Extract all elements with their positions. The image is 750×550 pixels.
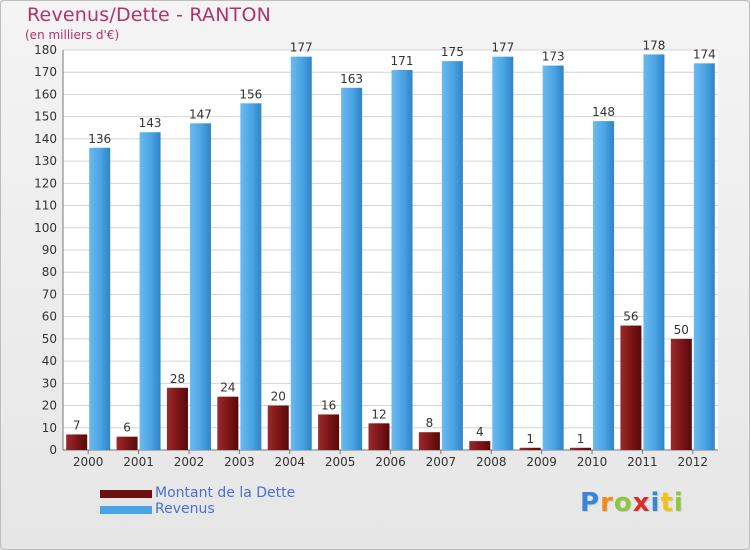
- legend-swatch-revenue: [100, 506, 152, 514]
- debt-bar: [318, 414, 340, 450]
- revenue-bar: [441, 61, 463, 450]
- revenue-value-label: 177: [290, 41, 313, 55]
- logo-letter: i: [650, 488, 661, 518]
- debt-bar: [267, 405, 289, 450]
- x-tick-label: 2008: [476, 455, 507, 469]
- logo-letter: r: [600, 488, 614, 518]
- revenue-bar: [341, 87, 363, 451]
- debt-value-label: 1: [526, 432, 534, 446]
- legend-label-debt: Montant de la Dette: [155, 485, 296, 501]
- debt-bar: [519, 447, 541, 450]
- x-tick-label: 2003: [224, 455, 255, 469]
- x-tick-label: 2005: [325, 455, 356, 469]
- debt-value-label: 16: [321, 398, 336, 412]
- revenue-value-label: 171: [391, 54, 414, 68]
- logo-letter: t: [660, 488, 674, 518]
- debt-value-label: 6: [123, 421, 131, 435]
- debt-value-label: 56: [623, 310, 638, 324]
- debt-bar: [418, 432, 440, 450]
- y-tick-label: 100: [34, 221, 57, 235]
- revenue-bar: [240, 103, 262, 450]
- revenue-value-label: 148: [592, 105, 615, 119]
- x-tick-label: 2007: [426, 455, 457, 469]
- debt-bar: [570, 447, 592, 450]
- revenue-bar: [542, 65, 564, 451]
- x-tick-label: 2012: [678, 455, 709, 469]
- chart-title: Revenus/Dette - RANTON: [27, 4, 272, 26]
- y-tick-label: 0: [49, 443, 57, 457]
- x-tick-label: 2006: [375, 455, 406, 469]
- revenue-bar: [89, 147, 111, 450]
- x-tick-label: 2011: [627, 455, 658, 469]
- debt-bar: [166, 387, 188, 450]
- y-tick-label: 140: [34, 132, 57, 146]
- debt-bar: [620, 325, 642, 450]
- legend-label-revenue: Revenus: [155, 501, 215, 517]
- revenue-bar: [593, 121, 615, 450]
- debt-bar: [217, 396, 239, 450]
- debt-value-label: 50: [674, 323, 689, 337]
- y-tick-label: 30: [42, 376, 57, 390]
- y-tick-label: 110: [34, 199, 57, 213]
- debt-bar: [66, 434, 88, 450]
- debt-value-label: 28: [170, 372, 185, 386]
- revenue-bar: [492, 56, 514, 451]
- y-tick-label: 80: [42, 265, 57, 279]
- debt-bar: [368, 423, 390, 450]
- y-tick-label: 10: [42, 421, 57, 435]
- x-tick-label: 2002: [174, 455, 205, 469]
- revenue-value-label: 174: [693, 47, 716, 61]
- revenue-value-label: 143: [139, 116, 162, 130]
- revenue-value-label: 136: [88, 132, 111, 146]
- revenue-value-label: 177: [491, 41, 514, 55]
- revenue-value-label: 178: [642, 38, 665, 52]
- revenue-bar: [290, 56, 312, 451]
- revenue-value-label: 175: [441, 45, 464, 59]
- revenue-value-label: 163: [340, 72, 363, 86]
- revenue-bar: [643, 54, 665, 450]
- y-tick-label: 150: [34, 110, 57, 124]
- legend-swatch-debt: [100, 490, 152, 498]
- debt-value-label: 7: [73, 418, 81, 432]
- y-tick-label: 70: [42, 287, 57, 301]
- y-tick-label: 60: [42, 310, 57, 324]
- revenue-value-label: 156: [239, 87, 262, 101]
- x-tick-label: 2001: [123, 455, 154, 469]
- logo-letter: o: [613, 488, 633, 518]
- debt-value-label: 12: [371, 407, 386, 421]
- debt-value-label: 24: [220, 381, 235, 395]
- x-tick-label: 2009: [526, 455, 557, 469]
- debt-bar: [469, 441, 491, 450]
- debt-bar: [670, 338, 692, 450]
- revenue-value-label: 147: [189, 107, 212, 121]
- logo-letter: P: [580, 488, 601, 518]
- debt-value-label: 1: [577, 432, 585, 446]
- revenue-value-label: 173: [542, 50, 565, 64]
- x-tick-label: 2004: [274, 455, 305, 469]
- debt-value-label: 20: [271, 390, 286, 404]
- debt-value-label: 8: [426, 416, 434, 430]
- x-tick-label: 2000: [73, 455, 104, 469]
- proxiti-logo: Proxiti: [580, 488, 684, 518]
- y-tick-label: 160: [34, 87, 57, 101]
- y-tick-label: 50: [42, 332, 57, 346]
- logo-letter: i: [673, 488, 684, 518]
- y-tick-label: 40: [42, 354, 57, 368]
- revenue-bar: [693, 63, 715, 450]
- y-tick-label: 170: [34, 65, 57, 79]
- logo-letter: x: [632, 488, 651, 518]
- y-tick-label: 130: [34, 154, 57, 168]
- y-tick-label: 120: [34, 176, 57, 190]
- x-tick-label: 2010: [577, 455, 608, 469]
- revenue-bar: [391, 70, 413, 450]
- y-tick-label: 180: [34, 43, 57, 57]
- y-tick-label: 20: [42, 399, 57, 413]
- revenue-bar: [139, 132, 161, 450]
- revenue-bar: [189, 123, 211, 450]
- y-tick-label: 90: [42, 243, 57, 257]
- chart-subtitle: (en milliers d'€): [25, 28, 120, 42]
- debt-value-label: 4: [476, 425, 484, 439]
- debt-bar: [116, 436, 138, 450]
